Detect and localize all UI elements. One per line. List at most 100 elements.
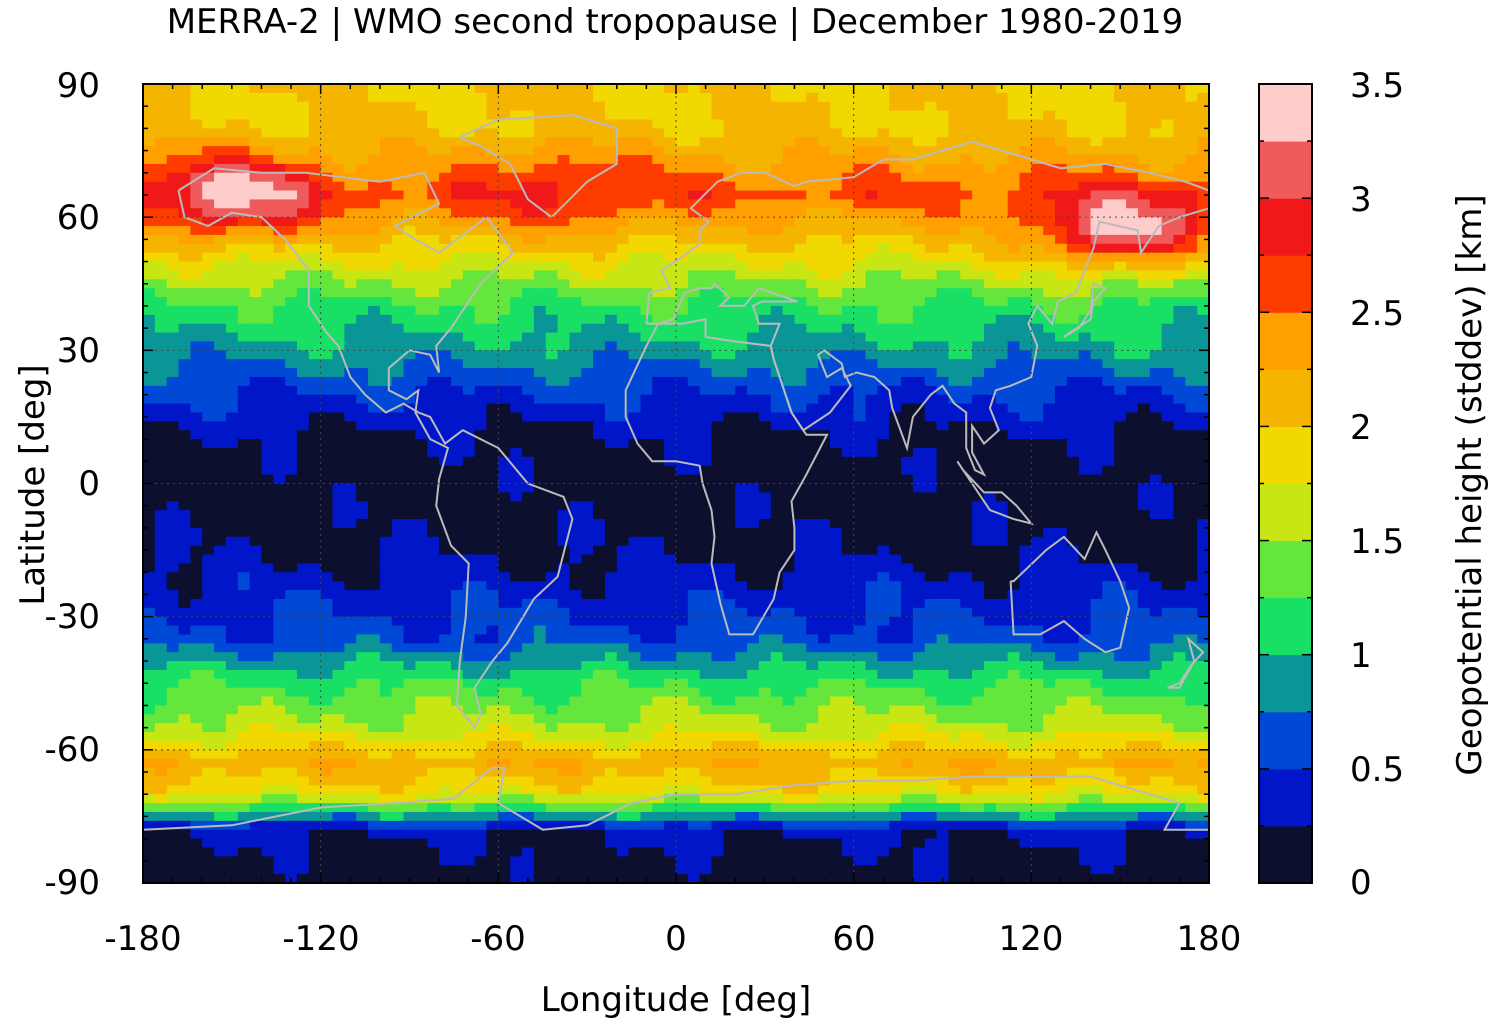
heat-cell: [166, 323, 180, 334]
heat-cell: [676, 492, 689, 502]
heat-cell: [960, 128, 973, 138]
heat-cell: [936, 226, 950, 236]
heat-cell: [924, 84, 938, 94]
heat-cell: [1078, 341, 1092, 351]
heat-cell: [202, 146, 215, 156]
heat-cell: [166, 297, 180, 307]
heat-cell: [1031, 119, 1044, 129]
heat-cell: [924, 332, 938, 343]
heat-cell: [782, 208, 796, 218]
heat-cell: [818, 314, 831, 325]
heat-cell: [249, 376, 263, 387]
heat-cell: [237, 137, 251, 147]
heat-cell: [995, 314, 1009, 325]
heat-cell: [865, 456, 878, 467]
heat-cell: [853, 501, 867, 511]
heat-cell: [344, 527, 357, 538]
heat-cell: [1185, 412, 1198, 422]
heat-cell: [296, 208, 310, 218]
heat-cell: [178, 146, 191, 156]
heat-cell: [912, 385, 926, 396]
heat-cell: [403, 226, 417, 236]
heat-cell: [1114, 563, 1127, 573]
heat-cell: [1055, 394, 1068, 405]
heat-cell: [1007, 297, 1021, 307]
heat-cell: [628, 572, 642, 582]
heat-cell: [865, 412, 878, 422]
heat-cell: [533, 545, 547, 556]
heat-cell: [699, 368, 713, 378]
heat-cell: [237, 474, 251, 485]
heat-cell: [498, 519, 511, 529]
heat-cell: [853, 323, 867, 334]
heat-cell: [427, 261, 440, 272]
heat-cell: [261, 492, 274, 502]
heat-cell: [628, 421, 642, 431]
heat-cell: [533, 101, 547, 112]
heat-cell: [901, 368, 914, 378]
heat-cell: [723, 510, 736, 520]
heat-cell: [664, 279, 677, 289]
heat-cell: [640, 261, 653, 272]
heat-cell: [616, 447, 630, 458]
heat-cell: [510, 519, 523, 529]
heat-cell: [557, 376, 570, 387]
heat-cell: [368, 439, 381, 449]
heat-cell: [1043, 279, 1056, 289]
heat-cell: [522, 270, 535, 280]
heat-cell: [1043, 492, 1056, 502]
heat-cell: [1090, 332, 1103, 343]
heat-cell: [225, 483, 239, 493]
heat-cell: [403, 208, 417, 218]
heat-cell: [261, 439, 274, 449]
heat-cell: [1055, 101, 1068, 112]
heat-cell: [296, 323, 310, 334]
heat-cell: [190, 305, 203, 316]
heat-cell: [747, 243, 760, 254]
heat-cell: [735, 243, 748, 254]
heat-cell: [1173, 421, 1186, 431]
heat-cell: [510, 234, 523, 245]
heat-cell: [557, 172, 570, 183]
heat-cell: [1090, 376, 1103, 387]
heat-cell: [593, 119, 606, 129]
heat-cell: [1185, 119, 1198, 129]
heat-cell: [877, 385, 890, 396]
heat-cell: [758, 527, 772, 538]
heat-cell: [1173, 181, 1186, 192]
heat-cell: [474, 190, 488, 201]
heat-cell: [166, 288, 180, 298]
heat-cell: [462, 163, 476, 174]
heat-cell: [912, 288, 926, 298]
heat-cell: [1090, 297, 1103, 307]
heat-cell: [415, 243, 428, 254]
heat-cell: [972, 314, 985, 325]
heat-cell: [533, 92, 547, 103]
heat-cell: [1173, 536, 1186, 547]
heat-cell: [699, 474, 713, 485]
heat-cell: [747, 439, 760, 449]
heat-cell: [841, 341, 855, 351]
heat-cell: [960, 270, 973, 280]
heat-cell: [960, 92, 973, 103]
heat-cell: [391, 519, 405, 529]
heat-cell: [1126, 323, 1139, 334]
heat-cell: [1078, 519, 1092, 529]
heat-cell: [1019, 163, 1032, 174]
heat-cell: [616, 510, 630, 520]
heat-cell: [652, 190, 665, 201]
heat-cell: [1114, 421, 1127, 431]
heat-cell: [273, 234, 286, 245]
heat-cell: [439, 465, 452, 476]
heat-cell: [972, 501, 985, 511]
heat-cell: [214, 297, 227, 307]
heat-cell: [616, 368, 630, 378]
heat-cell: [143, 172, 156, 183]
heat-cell: [995, 128, 1009, 138]
heat-cell: [545, 492, 559, 502]
heat-cell: [522, 181, 535, 192]
heat-cell: [249, 323, 263, 334]
heat-cell: [344, 332, 357, 343]
heat-cell: [202, 430, 215, 440]
